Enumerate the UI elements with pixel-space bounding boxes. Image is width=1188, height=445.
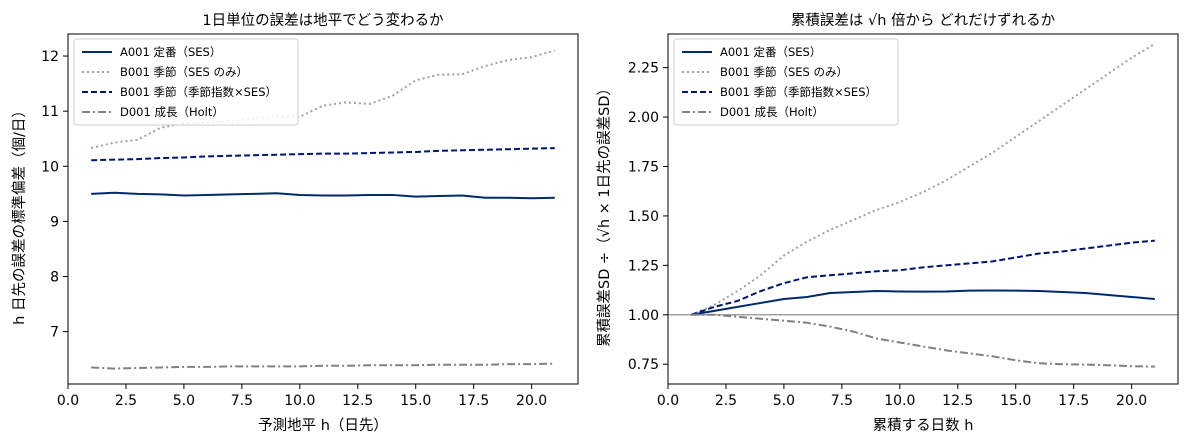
left-chart-legend-label-1: A001 定番（SES） bbox=[120, 45, 221, 59]
left-chart-y-tick-label: 10 bbox=[41, 159, 59, 175]
right-chart-y-tick-label: 1.25 bbox=[628, 258, 659, 274]
left-chart-x-tick-label: 7.5 bbox=[231, 393, 253, 409]
right-chart-legend-label-3: B001 季節（季節指数×SES） bbox=[720, 85, 877, 99]
right-chart-series-line-3 bbox=[690, 239, 1155, 316]
right-chart-x-tick-label: 5.0 bbox=[773, 393, 795, 409]
right-chart-x-tick-label: 10.0 bbox=[884, 393, 915, 409]
right-chart-title: 累積誤差は √h 倍から どれだけずれるか bbox=[791, 12, 1055, 29]
right-chart-legend: A001 定番（SES） B001 季節（SES のみ） B001 季節（季節指数×… bbox=[673, 38, 899, 126]
left-chart-series-line-3 bbox=[91, 147, 555, 162]
right-chart-x-tick-label: 17.5 bbox=[1058, 393, 1089, 409]
left-chart-x-tick-label: 15.0 bbox=[400, 393, 431, 409]
right-chart-x-tick-label: 15.0 bbox=[1000, 393, 1031, 409]
left-chart-title: 1日単位の誤差は地平でどう変わるか bbox=[202, 12, 443, 29]
left-chart-y-tick-label: 11 bbox=[41, 104, 59, 120]
left-chart-series-line-1 bbox=[91, 191, 555, 200]
right-chart-y-axis-label: 累積誤差SD ÷（√h × 1日先の誤差SD） bbox=[596, 81, 613, 347]
right-chart-y-tick-label: 1.75 bbox=[628, 159, 659, 175]
right-chart-y-tick-label: 2.25 bbox=[628, 61, 659, 77]
left-chart-x-tick-label: 17.5 bbox=[458, 393, 489, 409]
left-chart-legend-label-4: D001 成長（Holt） bbox=[120, 105, 224, 119]
left-chart-series-line-2 bbox=[90, 49, 556, 150]
right-chart-x-tick-label: 7.5 bbox=[831, 393, 853, 409]
left-chart-y-tick-label: 8 bbox=[50, 270, 59, 286]
right-chart-y-tick-label: 0.75 bbox=[628, 357, 659, 373]
right-chart-y-tick-label: 1.50 bbox=[628, 209, 659, 225]
right-chart-legend-label-2: B001 季節（SES のみ） bbox=[720, 65, 848, 79]
left-chart-y-tick-label: 12 bbox=[41, 49, 59, 65]
right-chart-legend-label-4: D001 成長（Holt） bbox=[720, 105, 824, 119]
left-chart-series-line-4 bbox=[91, 362, 555, 370]
right-chart-y-tick-label: 1.00 bbox=[628, 308, 659, 324]
left-chart-legend-label-3: B001 季節（季節指数×SES） bbox=[120, 85, 277, 99]
right-chart-series-line-4 bbox=[691, 313, 1155, 368]
left-chart-y-tick-label: 7 bbox=[50, 325, 59, 341]
left-chart-x-tick-label: 2.5 bbox=[115, 393, 137, 409]
right-chart-x-tick-label: 0.0 bbox=[657, 393, 679, 409]
left-chart-legend-box bbox=[73, 38, 299, 126]
right-chart-x-tick-label: 12.5 bbox=[942, 393, 973, 409]
left-chart-axes-frame bbox=[67, 33, 579, 385]
left-chart: 1日単位の誤差は地平でどう変わるか 予測地平 h（日先） h 日先の誤差の標準偏… bbox=[11, 12, 579, 434]
right-chart-axes-frame bbox=[667, 33, 1179, 385]
right-chart-x-tick-label: 20.0 bbox=[1116, 393, 1147, 409]
right-chart-legend-label-1: A001 定番（SES） bbox=[720, 45, 821, 59]
left-chart-x-tick-label: 10.0 bbox=[284, 393, 315, 409]
left-chart-x-tick-label: 0.0 bbox=[57, 393, 79, 409]
right-chart-y-tick-label: 2.00 bbox=[628, 110, 659, 126]
left-chart-x-tick-label: 20.0 bbox=[516, 393, 547, 409]
right-chart-series-line-2 bbox=[690, 43, 1156, 316]
left-chart-legend-label-2: B001 季節（SES のみ） bbox=[120, 65, 248, 79]
right-chart-series-line-1 bbox=[691, 289, 1155, 316]
left-chart-plot-area: 0.0 2.5 5.0 7.5 10.0 12.5 15.0 17.5 20.0 7 8 9 10 11 1… bbox=[41, 33, 579, 409]
right-chart: 累積誤差は √h 倍から どれだけずれるか 累積する日数 h 累積誤差SD ÷（… bbox=[596, 12, 1179, 434]
left-chart-legend: A001 定番（SES） B001 季節（SES のみ） B001 季節（季節指数×… bbox=[73, 38, 299, 126]
left-chart-y-tick-label: 9 bbox=[50, 214, 59, 230]
right-chart-legend-box bbox=[673, 38, 899, 126]
right-chart-plot-area: 0.0 2.5 5.0 7.5 10.0 12.5 15.0 17.5 20.0 0.75 1.00… bbox=[628, 33, 1179, 409]
left-chart-x-axis-label: 予測地平 h（日先） bbox=[258, 417, 388, 434]
right-chart-x-tick-label: 2.5 bbox=[715, 393, 737, 409]
left-chart-x-tick-label: 5.0 bbox=[173, 393, 195, 409]
right-chart-x-axis-label: 累積する日数 h bbox=[873, 417, 974, 434]
left-chart-x-tick-label: 12.5 bbox=[342, 393, 373, 409]
left-chart-y-axis-label: h 日先の誤差の標準偏差（個/日） bbox=[11, 103, 28, 325]
